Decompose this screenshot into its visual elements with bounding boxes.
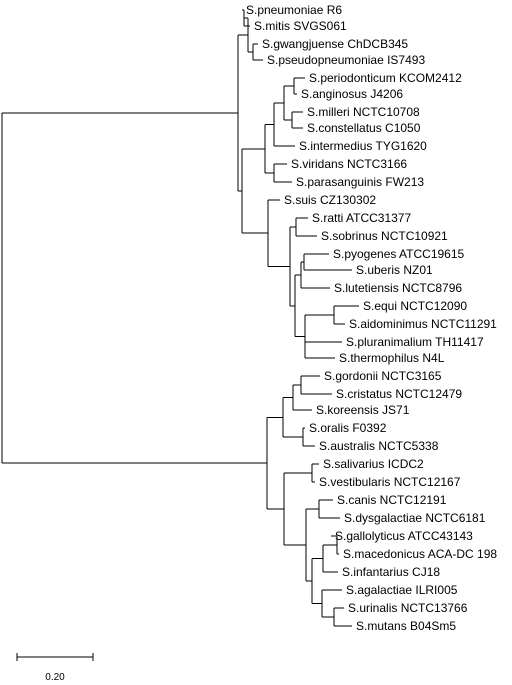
leaf-label: S.anginosus J4206 xyxy=(301,87,403,101)
leaf-label: S.canis NCTC12191 xyxy=(337,493,447,507)
leaf-label: S.australis NCTC5338 xyxy=(319,439,439,453)
leaf-label: S.agalactiae ILRI005 xyxy=(346,583,458,597)
leaf-label: S.macedonicus ACA-DC 198 xyxy=(343,547,497,561)
leaf-label: S.sobrinus NCTC10921 xyxy=(321,229,448,243)
leaf-label: S.gallolyticus ATCC43143 xyxy=(335,529,473,543)
leaf-label: S.thermophilus N4L xyxy=(339,351,445,365)
leaf-label: S.salivarius ICDC2 xyxy=(323,457,424,471)
leaf-label: S.pyogenes ATCC19615 xyxy=(333,247,465,261)
leaf-label: S.lutetiensis NCTC8796 xyxy=(334,281,462,295)
leaf-labels: S.pneumoniae R6 S.mitis SVGS061 S.gwangjue… xyxy=(246,3,497,633)
leaf-label: S.pseudopneumoniae IS7493 xyxy=(267,53,425,67)
leaf-label: S.urinalis NCTC13766 xyxy=(348,601,468,615)
leaf-label: S.gwangjuense ChDCB345 xyxy=(262,37,408,51)
leaf-label: S.koreensis JS71 xyxy=(316,403,410,417)
leaf-label: S.aidominimus NCTC11291 xyxy=(349,317,497,331)
leaf-label: S.oralis F0392 xyxy=(309,421,387,435)
leaf-label: S.mutans B04Sm5 xyxy=(356,619,456,633)
leaf-label: S.constellatus C1050 xyxy=(307,121,421,135)
leaf-label: S.infantarius CJ18 xyxy=(342,565,440,579)
leaf-label: S.mitis SVGS061 xyxy=(254,19,347,33)
leaf-label: S.intermedius TYG1620 xyxy=(299,139,427,153)
leaf-label: S.equi NCTC12090 xyxy=(363,299,467,313)
leaf-label: S.parasanguinis FW213 xyxy=(296,175,424,189)
leaf-label: S.uberis NZ01 xyxy=(356,263,433,277)
leaf-label: S.cristatus NCTC12479 xyxy=(336,387,462,401)
leaf-label: S.gordonii NCTC3165 xyxy=(324,369,442,383)
leaf-label: S.pneumoniae R6 xyxy=(246,3,342,17)
leaf-label: S.ratti ATCC31377 xyxy=(312,211,411,225)
leaf-label: S.pluranimalium TH11417 xyxy=(346,335,484,349)
leaf-label: S.vestibularis NCTC12167 xyxy=(319,475,461,489)
leaf-label: S.periodonticum KCOM2412 xyxy=(309,71,462,85)
tree-branches xyxy=(1,9,359,627)
scale-bar-label: 0.20 xyxy=(45,672,65,683)
leaf-label: S.viridans NCTC3166 xyxy=(291,157,407,171)
leaf-label: S.milleri NCTC10708 xyxy=(307,105,420,119)
leaf-label: S.suis CZ130302 xyxy=(284,193,376,207)
scale-bar: 0.20 xyxy=(16,653,94,683)
leaf-label: S.dysgalactiae NCTC6181 xyxy=(344,511,486,525)
